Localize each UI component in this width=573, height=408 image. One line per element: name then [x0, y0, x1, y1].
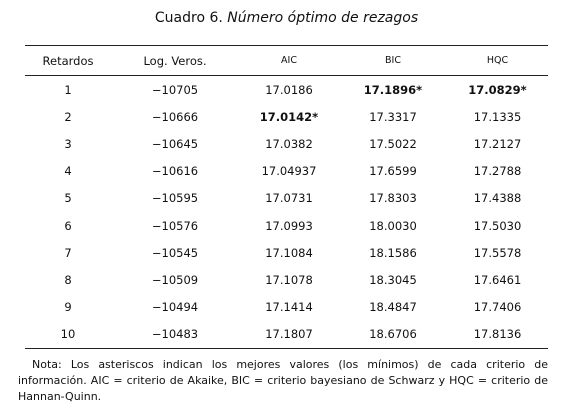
table-cell: 17.1078 [265, 272, 313, 287]
table-cell: −10576 [151, 218, 199, 233]
table: Retardos Log. Veros. AIC BIC HQC 1 −10705 17.0… [25, 45, 548, 349]
table-title: Cuadro 6. Número óptimo de rezagos [0, 10, 573, 26]
table-cell: −10616 [151, 164, 199, 179]
table-cell: 17.2127 [473, 136, 522, 151]
table-cell: 18.4847 [369, 300, 417, 315]
table-cell: 17.6461 [473, 272, 522, 287]
table-row: 1 −10705 17.0186 17.1896* 17.0829* [25, 76, 548, 104]
table-row: 9 −10494 17.1414 18.4847 17.7406 [25, 294, 548, 321]
table-body: 1 −10705 17.0186 17.1896* 17.0829* 2 −10666 17.… [25, 76, 548, 349]
table-cell: 5 [64, 191, 72, 206]
table-cell: 17.3317 [369, 109, 417, 124]
table-cell: 17.0993 [265, 218, 313, 233]
table-cell: 10 [60, 327, 76, 342]
table-cell: 17.1807 [265, 327, 313, 342]
table-cell: 17.0829* [468, 82, 527, 97]
table-cell: 17.1084 [265, 245, 313, 260]
table-cell: 1 [64, 82, 72, 97]
column-header: BIC [385, 55, 401, 66]
table-cell: 17.2788 [473, 164, 522, 179]
table-cell: 17.5578 [473, 245, 522, 260]
table-row: 8 −10509 17.1078 18.3045 17.6461 [25, 266, 548, 293]
table-cell: 18.3045 [369, 272, 417, 287]
column-header: HQC [486, 55, 509, 66]
table-cell: 4 [64, 164, 72, 179]
table-cell: 3 [64, 136, 72, 151]
table-cell: 17.0142* [259, 109, 319, 124]
table-cell: 2 [64, 109, 72, 124]
table-cell: 17.1414 [265, 300, 313, 315]
table-cell: 9 [64, 300, 72, 315]
title-label: Cuadro 6. [154, 10, 223, 26]
column-header: AIC [281, 55, 297, 66]
table-cell: −10483 [151, 327, 199, 342]
table-cell: −10595 [151, 191, 199, 206]
table-cell: 17.0731 [265, 191, 313, 206]
table-cell: −10545 [151, 245, 199, 260]
table-cell: 17.0382 [265, 136, 313, 151]
header-row: Retardos Log. Veros. AIC BIC HQC [25, 45, 548, 76]
table-cell: −10645 [151, 136, 199, 151]
table-cell: 17.8303 [369, 191, 417, 206]
table-cell: 17.4388 [473, 191, 522, 206]
table-cell: 17.0186 [265, 82, 313, 97]
table-row: 2 −10666 17.0142* 17.3317 17.1335 [25, 103, 548, 130]
table-cell: 17.04937 [261, 164, 317, 179]
table-cell: 17.8136 [473, 327, 522, 342]
table-cell: 17.5030 [473, 218, 522, 233]
table-cell: 17.1896* [363, 82, 423, 97]
table-row: 3 −10645 17.0382 17.5022 17.2127 [25, 130, 548, 157]
table-cell: 18.6706 [369, 327, 417, 342]
table-row: 5 −10595 17.0731 17.8303 17.4388 [25, 185, 548, 212]
table-row: 6 −10576 17.0993 18.0030 17.5030 [25, 212, 548, 239]
column-header: Retardos [42, 53, 94, 68]
table-row: 7 −10545 17.1084 18.1586 17.5578 [25, 239, 548, 266]
table-cell: 6 [64, 218, 72, 233]
table-cell: 17.5022 [369, 136, 417, 151]
table-cell: 18.1586 [369, 245, 417, 260]
title-text: Número óptimo de rezagos [227, 10, 419, 26]
table-cell: 17.7406 [473, 300, 522, 315]
table-cell: −10494 [151, 300, 199, 315]
table-row: 4 −10616 17.04937 17.6599 17.2788 [25, 158, 548, 185]
table-cell: 7 [64, 245, 72, 260]
column-header: Log. Veros. [143, 53, 207, 68]
table-row: 10 −10483 17.1807 18.6706 17.8136 [25, 321, 548, 349]
table-cell: −10705 [151, 82, 199, 97]
table-cell: 18.0030 [369, 218, 417, 233]
table-cell: −10666 [151, 109, 199, 124]
note: Nota: Los asteriscos indican los mejores… [18, 358, 548, 403]
table-cell: 8 [64, 272, 72, 287]
table-cell: 17.6599 [369, 164, 417, 179]
table-cell: 17.1335 [473, 109, 522, 124]
table-head: Retardos Log. Veros. AIC BIC HQC [25, 45, 548, 76]
table-cell: −10509 [151, 272, 199, 287]
